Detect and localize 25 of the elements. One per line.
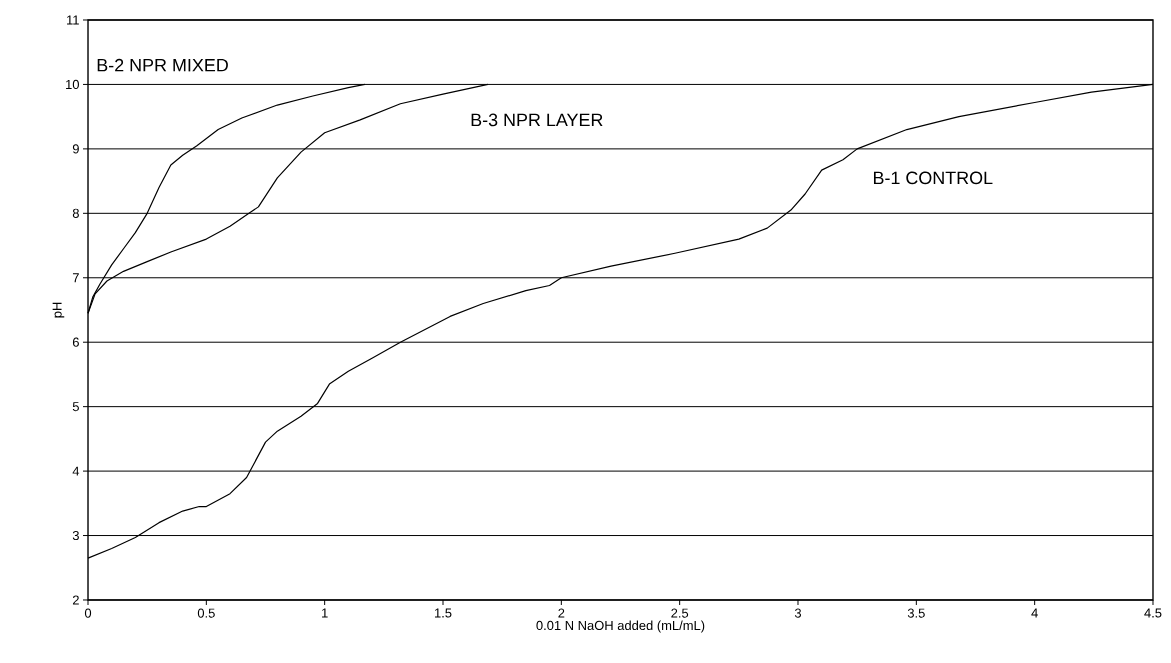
y-tick-label: 2	[72, 595, 79, 605]
x-tick-label: 4	[1031, 608, 1038, 618]
text: B-2 NPR MIXED	[97, 58, 228, 72]
y-tick-label: 3	[72, 530, 79, 541]
x-tick-label: 3	[794, 608, 802, 618]
x-tick-label: 2.5	[671, 608, 689, 618]
series-label: B-3 NPR LAYER	[471, 113, 603, 127]
y-tick-label: 7	[72, 273, 79, 283]
x-tick-label: 1.5	[434, 608, 452, 618]
y-tick-label: 8	[72, 208, 79, 218]
x-tick-label: 4.5	[1144, 608, 1162, 618]
y-axis-title: pH	[52, 302, 65, 318]
series-label: B-1 CONTROL	[873, 171, 993, 185]
y-tick-label: 4	[72, 466, 80, 476]
y-tick-label: 6	[72, 337, 79, 347]
x-tick-label: 3.5	[907, 608, 925, 618]
y-tick-label: 5	[72, 402, 79, 412]
y-tick-label: 9	[72, 144, 79, 154]
x-tick-label: 0	[84, 608, 92, 618]
y-tick-label: 10	[66, 79, 79, 90]
x-tick-label: 1	[322, 608, 328, 618]
x-tick-label: 0.5	[197, 608, 215, 618]
x-axis-title: 0.01 N NaOH added (mL/mL)	[536, 620, 705, 633]
x-tick-label: 2	[558, 608, 565, 618]
y-tick-label: 11	[67, 15, 79, 25]
